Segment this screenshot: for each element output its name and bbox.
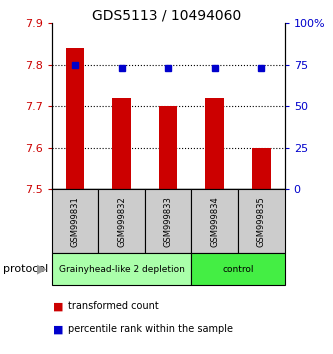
Text: GSM999832: GSM999832: [117, 196, 126, 247]
Bar: [191, 253, 285, 285]
Text: GSM999833: GSM999833: [164, 196, 173, 247]
Bar: [145, 189, 191, 253]
Bar: [159, 106, 177, 189]
Bar: [98, 189, 145, 253]
Text: GSM999834: GSM999834: [210, 196, 219, 247]
Bar: [52, 253, 191, 285]
Text: ■: ■: [53, 301, 64, 311]
Bar: [191, 189, 238, 253]
Text: control: control: [222, 264, 254, 274]
Text: GSM999831: GSM999831: [70, 196, 80, 247]
Text: ■: ■: [53, 324, 64, 334]
Text: GSM999835: GSM999835: [257, 196, 266, 247]
Text: protocol: protocol: [3, 264, 49, 274]
Text: Grainyhead-like 2 depletion: Grainyhead-like 2 depletion: [59, 264, 184, 274]
Bar: [112, 98, 131, 189]
Text: ▶: ▶: [37, 263, 46, 275]
Text: GDS5113 / 10494060: GDS5113 / 10494060: [92, 9, 241, 23]
Bar: [252, 148, 271, 189]
Text: transformed count: transformed count: [68, 301, 159, 311]
Bar: [238, 189, 285, 253]
Text: percentile rank within the sample: percentile rank within the sample: [68, 324, 233, 334]
Bar: [52, 189, 98, 253]
Bar: [66, 48, 84, 189]
Bar: [205, 98, 224, 189]
